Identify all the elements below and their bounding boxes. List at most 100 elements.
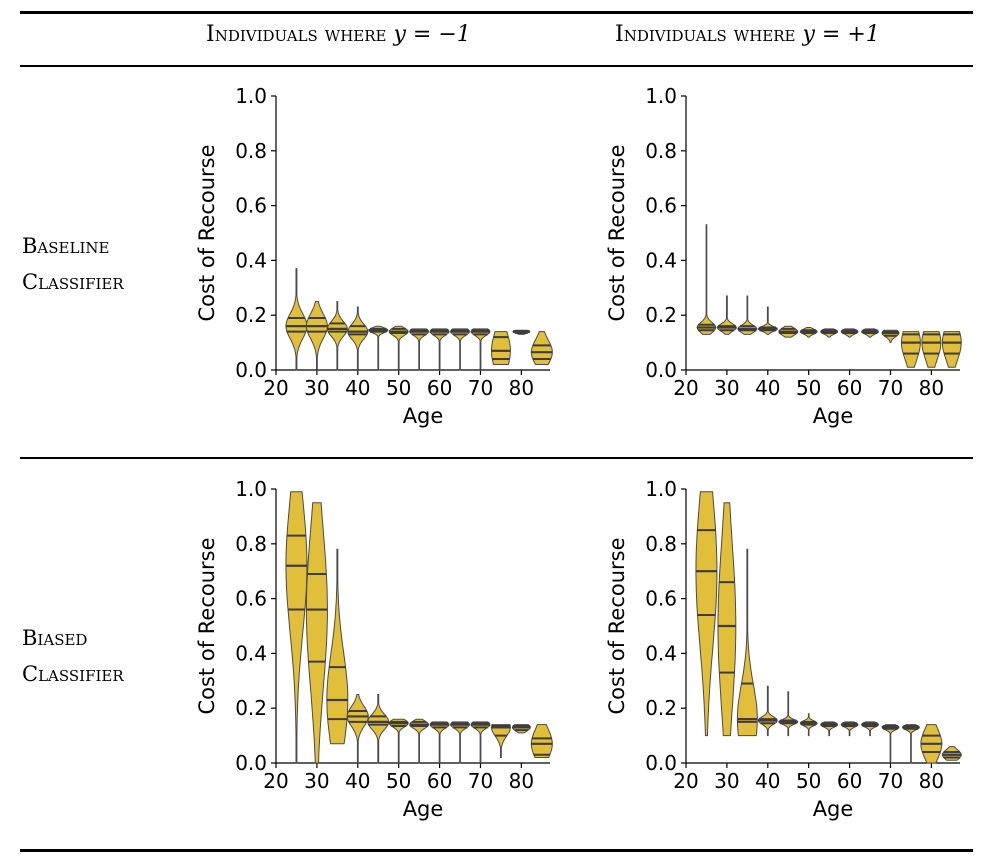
y-tick-label: 0.0: [235, 751, 267, 775]
violin-chart-biased-negative: 0.0 0.2 0.4 0.6 0.8 1.0 20 30 40 50 60 70 80 Age Cost …: [195, 477, 553, 821]
violin-age-60: [429, 721, 450, 764]
x-tick-label: 80: [509, 376, 534, 400]
x-tick-label: 50: [796, 769, 821, 793]
x-tick-label: 70: [468, 376, 493, 400]
x-tick-label: 50: [796, 376, 821, 400]
row-header-line1: Baseline: [22, 234, 110, 258]
row-header-biased: Biased Classifier: [22, 620, 124, 692]
y-tick-label: 1.0: [235, 84, 267, 108]
violin-age-25: [285, 491, 308, 764]
y-axis-title: Cost of Recourse: [605, 537, 629, 714]
violin-age-65: [450, 328, 471, 371]
x-tick-label: 30: [714, 769, 739, 793]
row-header-line1: Biased: [22, 626, 88, 650]
x-tick-label: 20: [263, 769, 288, 793]
violin-age-40: [347, 306, 369, 371]
y-tick-label: 0.2: [645, 696, 677, 720]
x-tick-label: 60: [427, 769, 452, 793]
violin-age-35: [736, 548, 758, 737]
x-tick-label: 40: [345, 769, 370, 793]
violin-age-85: [530, 724, 553, 758]
y-tick-label: 0.2: [645, 303, 677, 327]
y-tick-label: 0.4: [645, 641, 677, 665]
x-tick-label: 20: [263, 376, 288, 400]
violin-age-35: [326, 301, 348, 371]
column-header-prefix: Individuals where: [206, 22, 387, 47]
y-tick-label: 0.0: [235, 358, 267, 382]
violin-age-60: [429, 328, 450, 371]
violin-age-45: [368, 325, 389, 371]
column-header-condition: y = +1: [802, 22, 880, 47]
y-tick-label: 1.0: [645, 477, 677, 501]
y-tick-label: 0.8: [235, 532, 267, 556]
violin-age-65: [450, 721, 471, 764]
y-tick-label: 0.8: [645, 532, 677, 556]
top-rule: [20, 11, 973, 14]
y-tick-label: 0.0: [645, 358, 677, 382]
x-tick-label: 80: [919, 376, 944, 400]
violin-age-75: [901, 724, 920, 764]
bottom-rule: [20, 849, 973, 852]
x-axis-title: Age: [813, 404, 854, 428]
x-tick-label: 20: [673, 769, 698, 793]
violin-age-45: [778, 691, 799, 737]
y-tick-label: 0.8: [235, 139, 267, 163]
x-tick-label: 40: [345, 376, 370, 400]
row-header-line2: Classifier: [22, 270, 124, 294]
x-tick-label: 60: [837, 769, 862, 793]
row-header-line2: Classifier: [22, 662, 124, 686]
violin-age-30: [305, 502, 328, 764]
y-tick-label: 0.4: [235, 641, 267, 665]
x-tick-label: 80: [509, 769, 534, 793]
x-axis-title: Age: [403, 404, 444, 428]
y-tick-label: 0.4: [645, 248, 677, 272]
x-tick-label: 30: [304, 769, 329, 793]
violin-age-70: [470, 328, 491, 371]
column-header-condition: y = −1: [393, 22, 471, 47]
violin-age-75: [491, 724, 511, 758]
violin-age-55: [409, 718, 430, 764]
violin-age-50: [388, 718, 409, 764]
violin-age-40: [346, 694, 369, 764]
violin-age-45: [367, 694, 390, 764]
x-tick-label: 30: [304, 376, 329, 400]
column-header-negative: Individuals where y = −1: [206, 22, 471, 47]
violin-age-25: [285, 268, 308, 371]
violin-age-30: [305, 301, 328, 371]
x-axis-title: Age: [813, 797, 854, 821]
y-axis-title: Cost of Recourse: [605, 144, 629, 321]
y-tick-label: 0.2: [235, 696, 267, 720]
violin-age-35: [737, 295, 758, 335]
x-tick-label: 40: [755, 769, 780, 793]
x-tick-label: 40: [755, 376, 780, 400]
y-axis-title: Cost of Recourse: [195, 537, 219, 714]
y-axis-title: Cost of Recourse: [195, 144, 219, 321]
violin-age-30: [717, 502, 737, 737]
violin-age-85: [530, 331, 553, 365]
header-rule: [20, 65, 973, 67]
y-tick-label: 0.4: [235, 248, 267, 272]
y-tick-label: 0.6: [235, 194, 267, 218]
violin-age-30: [716, 295, 737, 335]
x-tick-label: 70: [468, 769, 493, 793]
violin-age-35: [326, 548, 349, 745]
y-tick-label: 0.6: [235, 587, 267, 611]
violin-age-55: [409, 328, 430, 371]
y-tick-label: 1.0: [235, 477, 267, 501]
violin-age-70: [881, 724, 900, 764]
y-tick-label: 0.6: [645, 587, 677, 611]
violin-age-40: [757, 685, 778, 737]
row-header-baseline: Baseline Classifier: [22, 228, 124, 300]
column-header-prefix: Individuals where: [615, 22, 796, 47]
violin-age-75: [491, 331, 511, 365]
x-tick-label: 60: [837, 376, 862, 400]
violin-age-25: [696, 224, 717, 335]
violin-age-85: [941, 331, 962, 368]
y-tick-label: 1.0: [645, 84, 677, 108]
y-tick-label: 0.6: [645, 194, 677, 218]
x-tick-label: 70: [878, 376, 903, 400]
y-tick-label: 0.8: [645, 139, 677, 163]
x-tick-label: 60: [427, 376, 452, 400]
violin-age-70: [470, 721, 491, 764]
y-tick-label: 0.0: [645, 751, 677, 775]
